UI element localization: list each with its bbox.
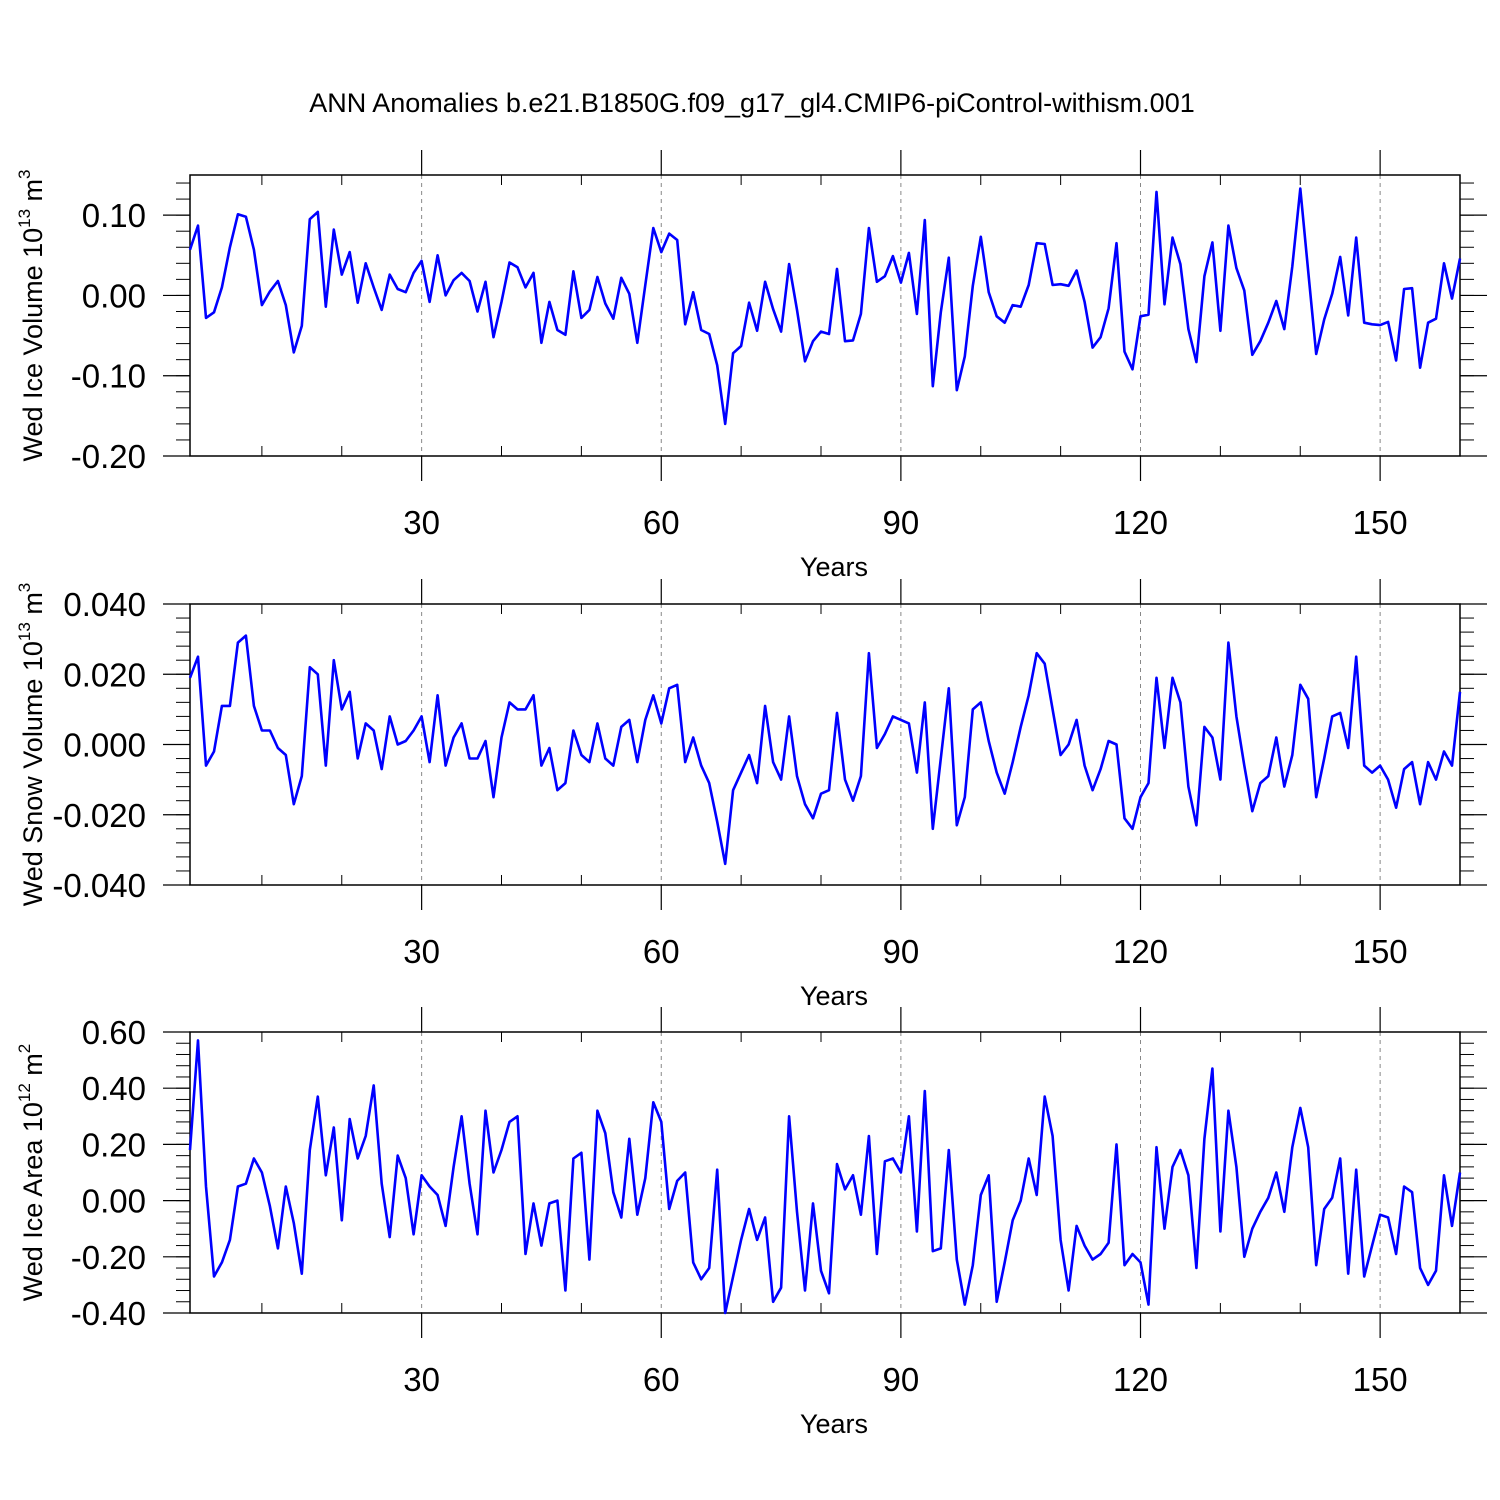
chart-1-ylabel-unit: m <box>18 592 48 622</box>
chart-2-ytick-label-0: -0.40 <box>71 1295 146 1332</box>
chart-0-xtick-label-1: 60 <box>643 504 680 541</box>
chart-1-ylabel-text: Wed Snow Volume 10 <box>18 641 48 906</box>
chart-1-ytick-label-1: -0.020 <box>52 797 146 834</box>
chart-0-ytick-label-3: 0.10 <box>82 197 146 234</box>
chart-0-xtick-label-3: 120 <box>1113 504 1168 541</box>
chart-0-series-line <box>188 187 1462 426</box>
chart-2-ylabel: Wed Ice Area 1012 m2 <box>15 1044 48 1302</box>
chart-2-ytick-label-5: 0.60 <box>82 1014 146 1051</box>
chart-1-ytick-label-4: 0.040 <box>63 586 146 623</box>
chart-2-ylabel-unit: m <box>18 1053 48 1083</box>
chart-1-series-line <box>188 634 1462 866</box>
chart-1-ylabel-exp: 13 <box>15 622 34 641</box>
chart-2-xtick-label-3: 120 <box>1113 1361 1168 1398</box>
chart-1-frame <box>189 603 1461 886</box>
chart-1-xtick-label-1: 60 <box>643 933 680 970</box>
chart-2-xtick-label-0: 30 <box>403 1361 440 1398</box>
chart-1-ylabel: Wed Snow Volume 1013 m3 <box>15 583 48 907</box>
chart-2-xtick-label-4: 150 <box>1353 1361 1408 1398</box>
chart-2-ytick-label-1: -0.20 <box>71 1239 146 1276</box>
chart-2-ytick-label-3: 0.20 <box>82 1126 146 1163</box>
chart-0-ytick-label-0: -0.20 <box>71 438 146 475</box>
chart-1-ytick-label-3: 0.020 <box>63 656 146 693</box>
chart-2-panel: 30 60 90 120 150 -0.40 -0.20 0.00 0.20 0.40 0.60 Ye… <box>15 1007 1487 1439</box>
chart-0-ytick-label-1: -0.10 <box>71 358 146 395</box>
chart-0-ylabel-unit: m <box>18 179 48 209</box>
chart-1-xtick-label-3: 120 <box>1113 933 1168 970</box>
figure-title: ANN Anomalies b.e21.B1850G.f09_g17_gl4.C… <box>309 88 1194 118</box>
chart-2-xlabel: Years <box>800 1409 868 1439</box>
panels: 30 60 90 120 150 -0.20 -0.10 0.00 0.10 Years Wed I… <box>15 150 1487 1439</box>
chart-1-xtick-label-0: 30 <box>403 933 440 970</box>
chart-0-panel: 30 60 90 120 150 -0.20 -0.10 0.00 0.10 Years Wed I… <box>15 150 1487 582</box>
chart-1-xtick-label-2: 90 <box>883 933 920 970</box>
chart-1-ytick-label-0: -0.040 <box>52 867 146 904</box>
chart-0-ytick-label-2: 0.00 <box>82 277 146 314</box>
chart-2-series-line <box>188 1039 1462 1315</box>
chart-0-xtick-label-2: 90 <box>883 504 920 541</box>
chart-1-xtick-label-4: 150 <box>1353 933 1408 970</box>
chart-2-xtick-label-1: 60 <box>643 1361 680 1398</box>
chart-0-xtick-label-4: 150 <box>1353 504 1408 541</box>
chart-2-ylabel-text: Wed Ice Area 10 <box>18 1102 48 1301</box>
chart-0-ylabel: Wed Ice Volume 1013 m3 <box>15 169 48 461</box>
chart-1-ylabel-unit-exp: 3 <box>15 583 34 592</box>
chart-2-ytick-label-4: 0.40 <box>82 1070 146 1107</box>
chart-1-ytick-label-2: 0.000 <box>63 727 146 764</box>
chart-0-frame <box>189 174 1461 457</box>
chart-1-panel: 30 60 90 120 150 -0.040 -0.020 0.000 0.020 0.040 Y… <box>15 579 1487 1011</box>
chart-1-xlabel: Years <box>800 981 868 1011</box>
chart-2-xtick-label-2: 90 <box>883 1361 920 1398</box>
chart-0-ylabel-unit-exp: 3 <box>15 169 34 178</box>
chart-0-ylabel-exp: 13 <box>15 209 34 228</box>
chart-0-xtick-label-0: 30 <box>403 504 440 541</box>
chart-2-ylabel-exp: 12 <box>15 1083 34 1102</box>
chart-2-ylabel-unit-exp: 2 <box>15 1044 34 1053</box>
chart-0-xlabel: Years <box>800 552 868 582</box>
chart-2-ytick-label-2: 0.00 <box>82 1183 146 1220</box>
chart-0-ylabel-text: Wed Ice Volume 10 <box>18 228 48 462</box>
